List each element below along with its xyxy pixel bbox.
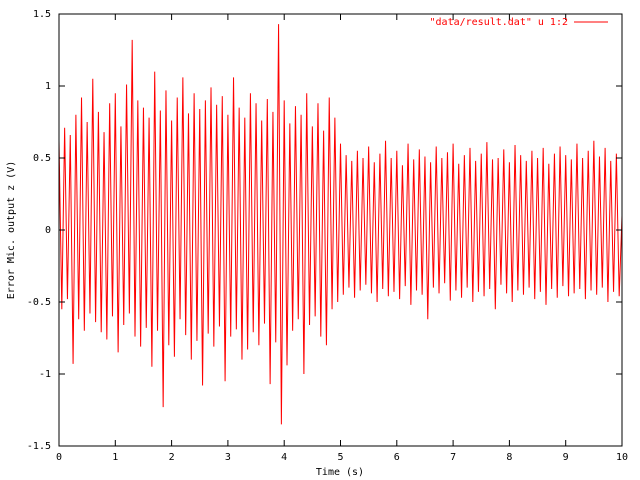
y-tick-label: -1	[39, 369, 51, 380]
x-tick-label: 2	[169, 452, 175, 463]
x-tick-label: 8	[506, 452, 512, 463]
y-axis-label: Error Mic. output z (V)	[6, 161, 17, 299]
x-axis-label: Time (s)	[316, 467, 364, 478]
data-line	[58, 24, 623, 425]
y-tick-label: 0.5	[33, 153, 51, 164]
y-tick-label: -0.5	[27, 297, 51, 308]
x-tick-label: 9	[563, 452, 569, 463]
x-tick-label: 10	[616, 452, 628, 463]
y-tick-label: 0	[45, 225, 51, 236]
x-tick-label: 0	[56, 452, 62, 463]
x-tick-label: 6	[394, 452, 400, 463]
y-tick-label: -1.5	[27, 441, 51, 452]
y-tick-label: 1.5	[33, 9, 51, 20]
y-tick-label: 1	[45, 81, 51, 92]
x-tick-label: 4	[281, 452, 287, 463]
x-tick-label: 7	[450, 452, 456, 463]
x-tick-label: 3	[225, 452, 231, 463]
x-tick-label: 5	[337, 452, 343, 463]
x-tick-label: 1	[112, 452, 118, 463]
legend-label: "data/result.dat" u 1:2	[430, 17, 568, 28]
